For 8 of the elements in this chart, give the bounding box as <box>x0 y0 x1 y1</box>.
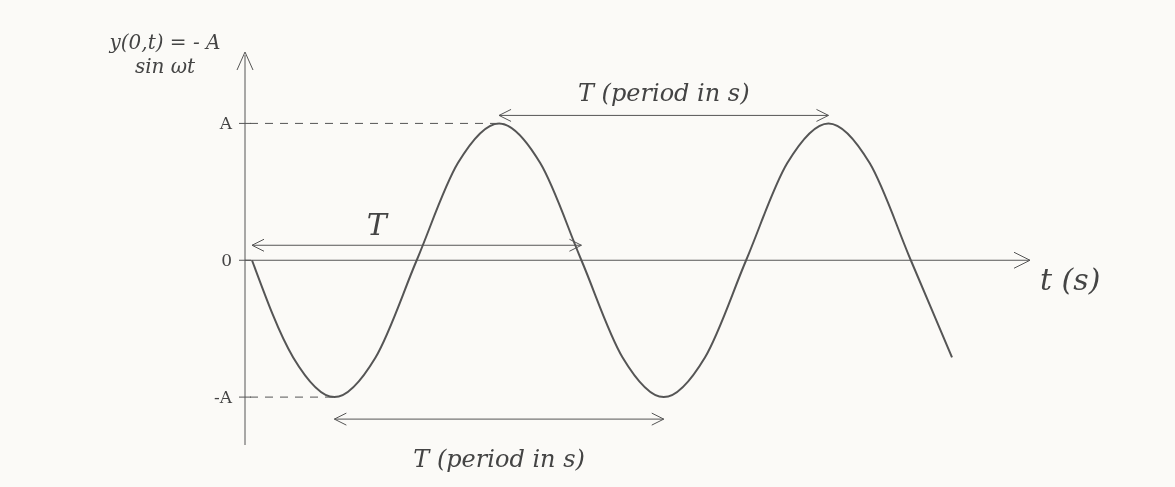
y-axis-title: y(0,t) = - A sin ωt <box>108 30 222 78</box>
annotation: 0 <box>221 250 232 271</box>
text: T (period in s) <box>413 445 585 474</box>
annotation: -A <box>213 387 233 408</box>
text: T (period in s) <box>577 79 750 108</box>
annotation: T <box>366 207 389 243</box>
annotation: A <box>218 113 233 134</box>
x-axis-title: t (s) <box>1040 262 1101 298</box>
